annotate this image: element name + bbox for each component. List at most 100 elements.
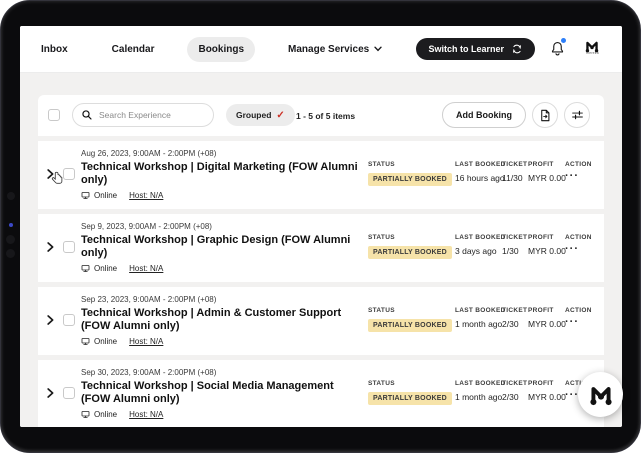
status-column: STATUS PARTIALLY BOOKED xyxy=(368,161,452,186)
row-actions-button[interactable]: ··· xyxy=(565,170,579,182)
search-input[interactable] xyxy=(99,110,205,120)
event-info: Sep 9, 2023, 9:00AM - 2:00PM (+08) Techn… xyxy=(81,222,366,273)
host-link[interactable]: Host: N/A xyxy=(129,264,164,273)
status-badge: PARTIALLY BOOKED xyxy=(368,319,452,332)
online-label: Online xyxy=(94,191,118,200)
search-box[interactable] xyxy=(72,103,214,127)
ticket-header: TICKET xyxy=(502,234,528,241)
online-label: Online xyxy=(94,337,118,346)
nav-item-calendar[interactable]: Calendar xyxy=(111,43,155,55)
export-document-button[interactable] xyxy=(532,102,558,128)
action-column: ACTION ··· xyxy=(565,307,592,328)
event-meta: Online Host: N/A xyxy=(81,191,366,200)
status-column: STATUS PARTIALLY BOOKED xyxy=(368,234,452,259)
ticket-column: TICKET 11/30 xyxy=(502,161,527,183)
row-checkbox[interactable] xyxy=(63,314,75,326)
status-badge: PARTIALLY BOOKED xyxy=(368,173,452,186)
row-checkbox[interactable] xyxy=(63,168,75,180)
expand-chevron-icon[interactable] xyxy=(47,242,54,252)
switch-refresh-icon xyxy=(511,43,523,55)
notification-dot xyxy=(560,38,566,43)
filter-button[interactable] xyxy=(564,102,590,128)
profit-header: PROFIT xyxy=(528,234,554,241)
status-column: STATUS PARTIALLY BOOKED xyxy=(368,307,452,332)
online-icon xyxy=(81,191,90,200)
app-header: Inbox Calendar Bookings Manage Services … xyxy=(20,26,622,73)
row-checkbox[interactable] xyxy=(63,387,75,399)
nav-item-manage-services[interactable]: Manage Services xyxy=(277,37,393,62)
last-booked-value: 1 month ago xyxy=(455,319,503,329)
ticket-column: TICKET 1/30 xyxy=(502,234,527,256)
ticket-value: 2/30 xyxy=(502,392,519,402)
expand-chevron-icon[interactable] xyxy=(47,315,54,325)
bezel-camera-dot xyxy=(6,235,15,244)
action-header: ACTION xyxy=(565,380,592,387)
booking-list: Aug 26, 2023, 9:00AM - 2:00PM (+08) Tech… xyxy=(38,141,604,427)
mereka-logo-icon xyxy=(586,41,599,53)
switch-to-learner-button[interactable]: Switch to Learner xyxy=(416,38,535,60)
host-link[interactable]: Host: N/A xyxy=(129,337,164,346)
filter-sliders-icon xyxy=(571,110,583,120)
row-checkbox[interactable] xyxy=(63,241,75,253)
row-actions-button[interactable]: ··· xyxy=(565,243,579,255)
nav-item-inbox[interactable]: Inbox xyxy=(41,43,68,55)
select-all-checkbox[interactable] xyxy=(48,109,60,121)
row-actions-button[interactable]: ··· xyxy=(565,389,579,401)
status-header: STATUS xyxy=(368,161,395,168)
last-booked-header: LAST BOOKED xyxy=(455,307,506,314)
list-toolbar: Grouped ✓ 1 - 5 of 5 items Add Booking xyxy=(38,95,604,136)
expand-chevron-icon[interactable] xyxy=(47,169,54,179)
profit-column: PROFIT MYR 0.00 xyxy=(528,161,566,183)
profit-header: PROFIT xyxy=(528,380,554,387)
last-booked-value: 1 month ago xyxy=(455,392,503,402)
brand-caption: mereka xyxy=(586,52,599,56)
online-icon xyxy=(81,264,90,273)
host-link[interactable]: Host: N/A xyxy=(129,191,164,200)
action-header: ACTION xyxy=(565,307,592,314)
action-header: ACTION xyxy=(565,161,592,168)
grouped-filter-chip[interactable]: Grouped ✓ xyxy=(226,104,295,126)
event-meta: Online Host: N/A xyxy=(81,337,366,346)
notification-bell-button[interactable] xyxy=(550,38,566,58)
grouped-label: Grouped xyxy=(236,110,272,120)
booking-row: Sep 9, 2023, 9:00AM - 2:00PM (+08) Techn… xyxy=(38,214,604,282)
row-actions-button[interactable]: ··· xyxy=(565,316,579,328)
event-date: Sep 30, 2023, 9:00AM - 2:00PM (+08) xyxy=(81,368,217,377)
event-title: Technical Workshop | Admin & Customer Su… xyxy=(81,307,342,332)
action-column: ACTION ··· xyxy=(565,380,592,401)
action-column: ACTION ··· xyxy=(565,161,592,182)
profit-header: PROFIT xyxy=(528,307,554,314)
items-count: 1 - 5 of 5 items xyxy=(296,111,356,121)
event-date: Sep 9, 2023, 9:00AM - 2:00PM (+08) xyxy=(81,222,212,231)
expand-chevron-icon[interactable] xyxy=(47,388,54,398)
search-icon xyxy=(81,109,93,121)
bell-icon xyxy=(551,42,564,56)
online-label: Online xyxy=(94,410,118,419)
host-link[interactable]: Host: N/A xyxy=(129,410,164,419)
switch-to-learner-label: Switch to Learner xyxy=(428,44,504,54)
mereka-logo-icon xyxy=(589,386,612,405)
ticket-header: TICKET xyxy=(502,161,528,168)
status-header: STATUS xyxy=(368,380,395,387)
nav-item-bookings[interactable]: Bookings xyxy=(187,36,256,62)
profit-value: MYR 0.00 xyxy=(528,173,566,183)
ticket-header: TICKET xyxy=(502,307,528,314)
last-booked-column: LAST BOOKED 1 month ago xyxy=(455,380,506,402)
online-icon xyxy=(81,410,90,419)
last-booked-value: 16 hours ago xyxy=(455,173,505,183)
profile-brand-button[interactable]: mereka xyxy=(581,40,604,58)
action-header: ACTION xyxy=(565,234,592,241)
profit-column: PROFIT MYR 0.00 xyxy=(528,307,566,329)
ticket-column: TICKET 2/30 xyxy=(502,307,527,329)
event-title: Technical Workshop | Social Media Manage… xyxy=(81,380,334,405)
header-right: Switch to Learner xyxy=(416,38,604,60)
bookings-main: Grouped ✓ 1 - 5 of 5 items Add Booking xyxy=(20,73,622,427)
event-meta: Online Host: N/A xyxy=(81,264,366,273)
manage-services-label: Manage Services xyxy=(288,43,370,55)
add-booking-button[interactable]: Add Booking xyxy=(442,102,526,128)
event-meta: Online Host: N/A xyxy=(81,410,366,419)
profit-value: MYR 0.00 xyxy=(528,392,566,402)
ticket-header: TICKET xyxy=(502,380,528,387)
mereka-floating-button[interactable] xyxy=(578,372,623,417)
